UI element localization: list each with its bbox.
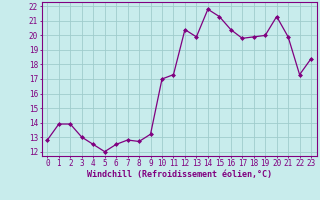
X-axis label: Windchill (Refroidissement éolien,°C): Windchill (Refroidissement éolien,°C) <box>87 170 272 179</box>
